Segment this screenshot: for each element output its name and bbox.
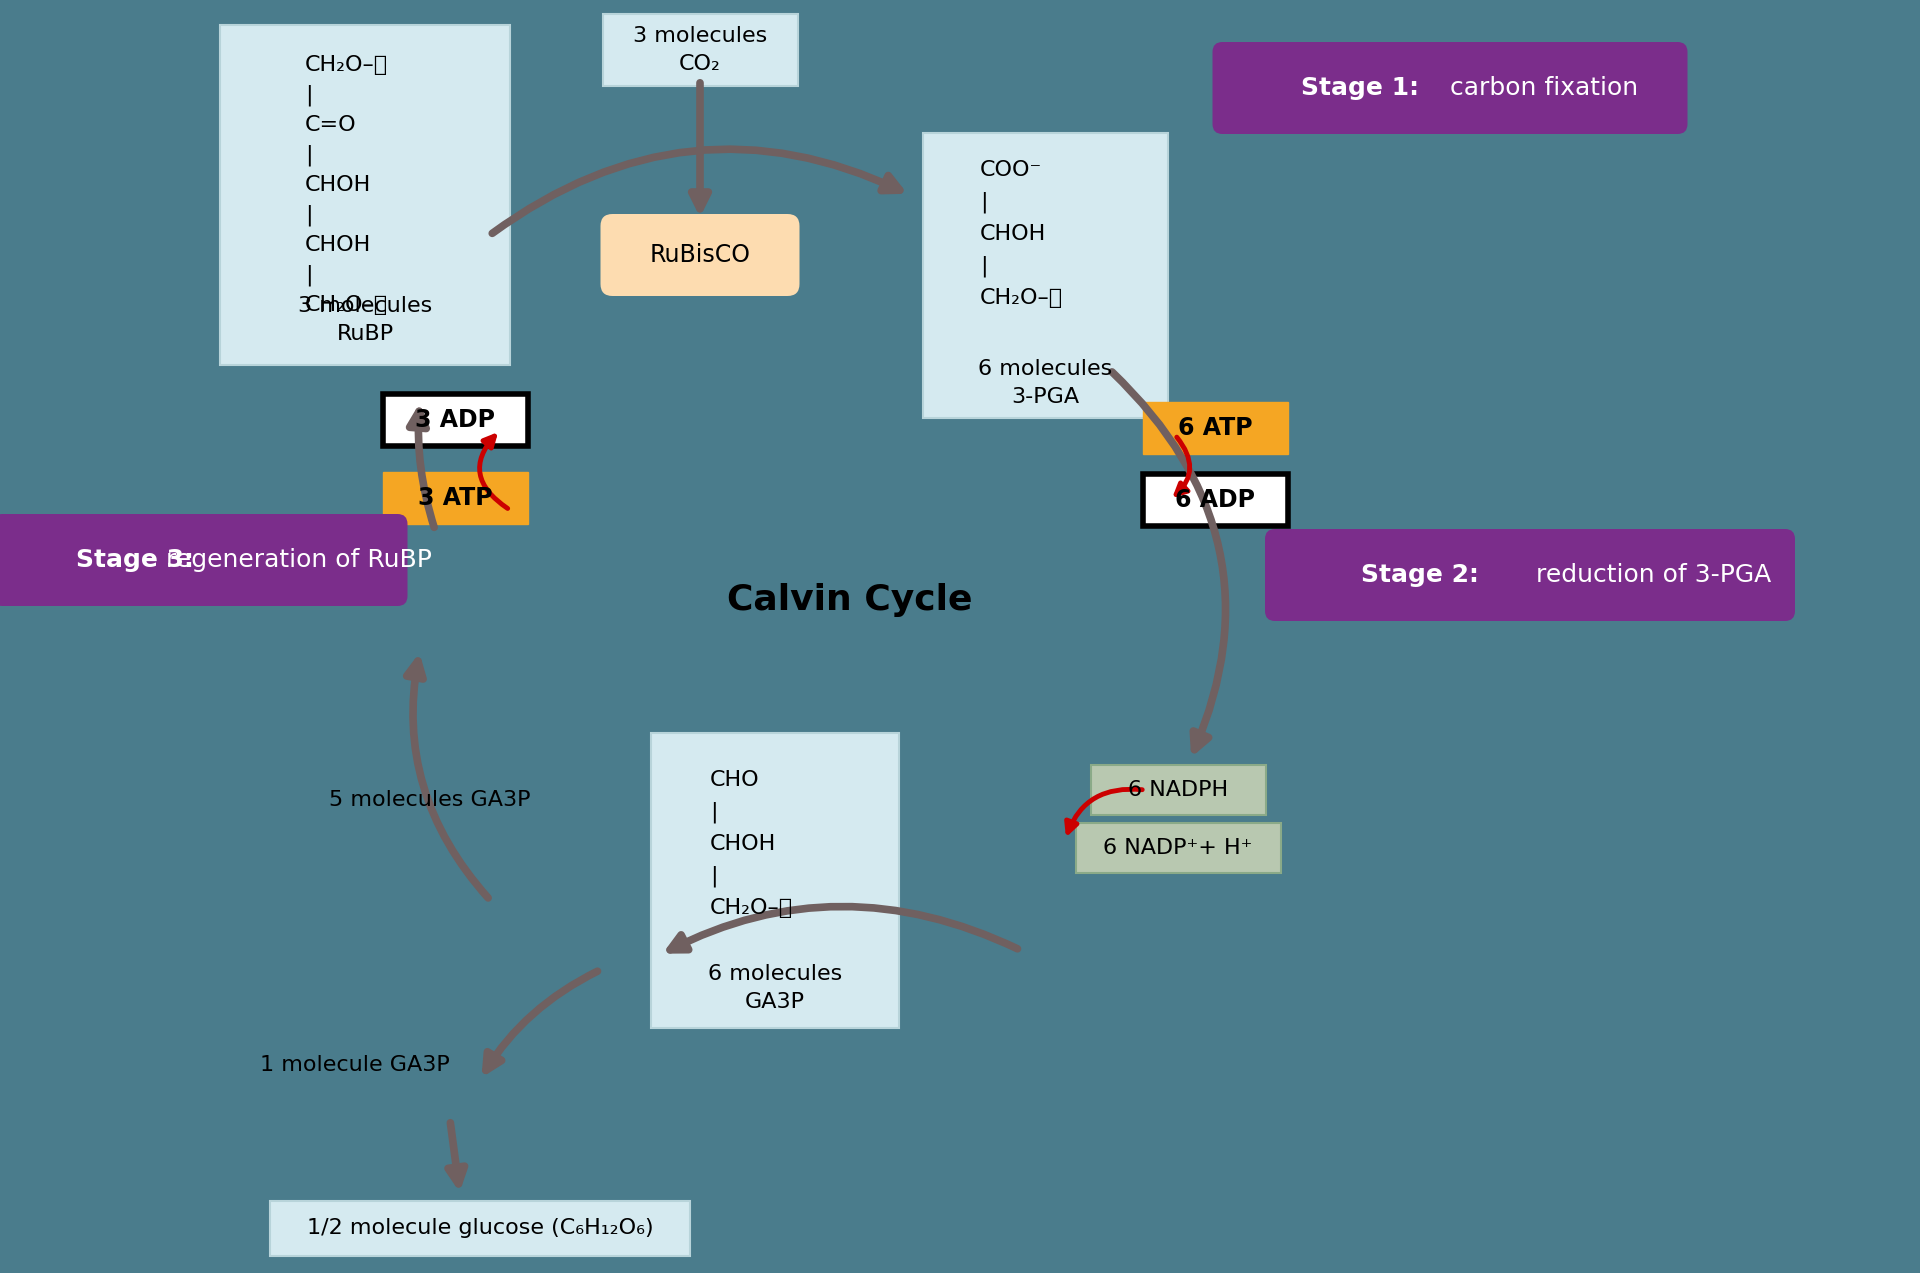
FancyArrowPatch shape [407,661,488,897]
Text: |: | [710,866,718,887]
FancyBboxPatch shape [1142,474,1288,526]
FancyArrowPatch shape [1068,789,1142,833]
Text: 6 molecules
GA3P: 6 molecules GA3P [708,964,843,1012]
Text: 1 molecule GA3P: 1 molecule GA3P [259,1055,449,1074]
Text: |: | [979,256,987,276]
FancyBboxPatch shape [1265,530,1795,621]
FancyArrowPatch shape [447,1123,465,1184]
Text: |: | [305,265,313,285]
FancyArrowPatch shape [1177,437,1190,494]
Text: |: | [305,204,313,225]
Text: CHOH: CHOH [305,174,371,195]
Text: 6 NADP⁺+ H⁺: 6 NADP⁺+ H⁺ [1104,838,1252,858]
Text: CH₂O–Ⓟ: CH₂O–Ⓟ [305,295,388,314]
FancyBboxPatch shape [382,395,528,446]
Text: regeneration of RuBP: regeneration of RuBP [157,547,432,572]
Text: |: | [979,191,987,213]
Text: Stage 1:: Stage 1: [1302,76,1419,101]
Text: Stage 2:: Stage 2: [1361,563,1478,587]
FancyArrowPatch shape [691,83,708,209]
FancyBboxPatch shape [922,132,1167,418]
FancyArrowPatch shape [486,971,597,1071]
FancyArrowPatch shape [670,906,1018,950]
Text: Stage 3:: Stage 3: [77,547,194,572]
Text: 6 ATP: 6 ATP [1177,416,1252,440]
FancyBboxPatch shape [221,25,511,365]
FancyBboxPatch shape [601,214,799,297]
FancyBboxPatch shape [0,514,407,606]
Text: 3 molecules
RuBP: 3 molecules RuBP [298,297,432,344]
FancyBboxPatch shape [271,1200,689,1255]
Text: carbon fixation: carbon fixation [1442,76,1638,101]
FancyArrowPatch shape [492,149,900,233]
Text: C=O: C=O [305,115,357,135]
Text: reduction of 3-PGA: reduction of 3-PGA [1528,563,1772,587]
Text: CHOH: CHOH [710,834,776,854]
FancyBboxPatch shape [1213,42,1688,134]
Text: 6 molecules
3-PGA: 6 molecules 3-PGA [977,359,1112,407]
Text: 3 molecules
CO₂: 3 molecules CO₂ [634,25,768,74]
Text: 3 ATP: 3 ATP [419,486,492,510]
Text: 1/2 molecule glucose (C₆H₁₂O₆): 1/2 molecule glucose (C₆H₁₂O₆) [307,1218,653,1239]
FancyArrowPatch shape [1112,372,1225,750]
Text: |: | [305,144,313,165]
Text: 6 ADP: 6 ADP [1175,488,1256,512]
Text: |: | [305,84,313,106]
Text: |: | [710,801,718,822]
FancyBboxPatch shape [1075,824,1281,873]
Text: CH₂O–Ⓟ: CH₂O–Ⓟ [979,288,1064,308]
Text: 6 NADPH: 6 NADPH [1127,780,1229,799]
FancyBboxPatch shape [1142,402,1288,454]
Text: CH₂O–Ⓟ: CH₂O–Ⓟ [305,55,388,75]
Text: Calvin Cycle: Calvin Cycle [728,583,973,617]
Text: 3 ADP: 3 ADP [415,409,495,432]
FancyArrowPatch shape [480,437,507,508]
FancyBboxPatch shape [1091,765,1265,815]
Text: CHOH: CHOH [979,224,1046,244]
FancyBboxPatch shape [382,472,528,524]
Text: CHOH: CHOH [305,236,371,255]
Text: COO⁻: COO⁻ [979,160,1043,179]
Text: RuBisCO: RuBisCO [649,243,751,267]
Text: CH₂O–Ⓟ: CH₂O–Ⓟ [710,897,793,918]
FancyBboxPatch shape [603,14,797,87]
Text: 5 molecules GA3P: 5 molecules GA3P [328,791,530,810]
FancyBboxPatch shape [651,732,899,1027]
Text: CHO: CHO [710,770,760,791]
FancyArrowPatch shape [409,411,434,527]
